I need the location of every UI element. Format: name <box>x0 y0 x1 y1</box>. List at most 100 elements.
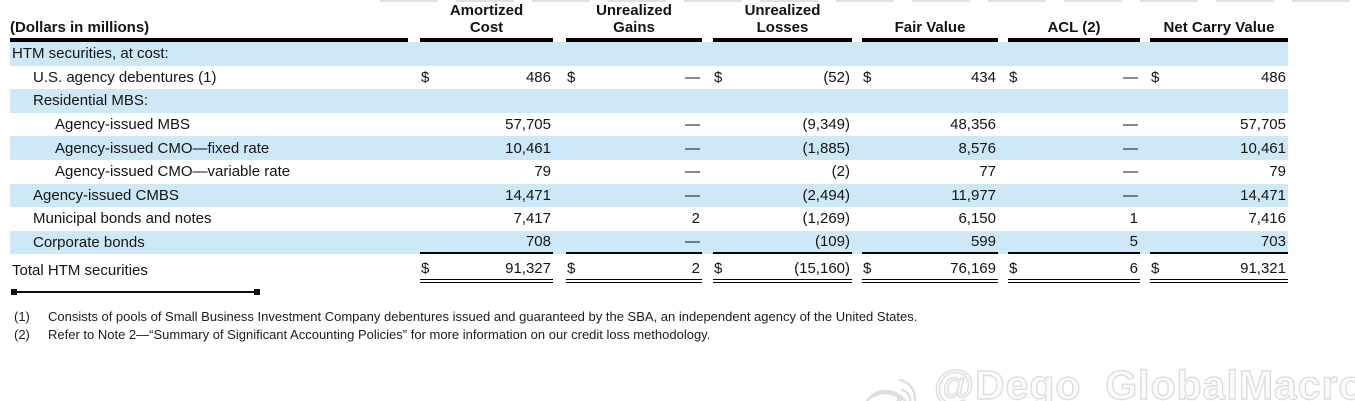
cell-value: 77 <box>979 163 996 181</box>
cell-value: 434 <box>970 68 996 86</box>
table-header-row: (Dollars in millions) Amortized Cost Unr… <box>10 2 1288 42</box>
cell-value: (1,885) <box>802 139 850 157</box>
cell-value: 6,150 <box>958 210 996 228</box>
cell: 48,356 <box>862 113 998 137</box>
cell-value: 10,461 <box>505 139 551 157</box>
cell <box>1008 89 1140 113</box>
cell: $486 <box>1150 66 1288 90</box>
cell: 11,977 <box>862 184 998 208</box>
table-row: Agency-issued CMBS 14,471 — (2,494) 11,977 — 1… <box>10 183 1288 208</box>
cell: 10,461 <box>420 136 553 160</box>
table-row: Municipal bonds and notes 7,417 2 (1,269) 6,… <box>10 207 1288 231</box>
header-line: ACL (2) <box>1047 19 1101 36</box>
table-row: Residential MBS: <box>10 89 1288 113</box>
cell-value: 14,471 <box>1240 186 1286 204</box>
cell-value: 57,705 <box>1240 116 1286 134</box>
cell: (2,494) <box>713 184 852 208</box>
cropped-top-line <box>380 0 1350 2</box>
cell: 7,417 <box>420 207 553 231</box>
cell: 14,471 <box>420 184 553 208</box>
header-line: Losses <box>756 19 809 36</box>
cell-value: — <box>685 139 700 157</box>
cell <box>713 89 852 113</box>
cell: — <box>566 184 702 208</box>
cell: — <box>1008 136 1140 160</box>
cell: — <box>566 136 702 160</box>
total-row: Total HTM securities $ 91,327 $ 2 $ (15,… <box>10 255 1288 285</box>
cell: 703 <box>1150 231 1288 255</box>
column-header-fair-value: Fair Value <box>862 2 998 42</box>
watermark: @Dego_GlobalMacroFin <box>856 361 1355 401</box>
cell-value: 57,705 <box>505 116 551 134</box>
cell: 57,705 <box>1150 113 1288 137</box>
table-row: U.S. agency debentures (1) $486 $ — $ (52) $43… <box>10 66 1288 90</box>
cell-value: (109) <box>814 233 850 251</box>
cell-value: — <box>685 163 700 181</box>
cell-value: 11,977 <box>951 186 996 204</box>
row-label: U.S. agency debentures (1) <box>33 68 217 86</box>
total-cell-acl: $ 6 <box>1008 257 1140 284</box>
cell-value: 7,417 <box>513 210 551 228</box>
cell: $ — <box>1008 66 1140 90</box>
cell: (1,885) <box>713 136 852 160</box>
cell-value: (9,349) <box>802 116 850 134</box>
cell-value: — <box>685 116 700 134</box>
header-line: Gains <box>613 19 655 36</box>
footnotes: (1) Consists of pools of Small Business … <box>14 308 917 343</box>
cell: $ (52) <box>713 66 852 90</box>
cell-value: 79 <box>534 163 551 181</box>
header-line: Cost <box>469 19 504 36</box>
column-header-unit-label: (Dollars in millions) <box>10 2 408 42</box>
cell: — <box>1008 113 1140 137</box>
cell-value: (2) <box>831 163 850 181</box>
dollar-sign: $ <box>1009 259 1018 277</box>
cell-value: 91,327 <box>505 259 551 277</box>
column-header-acl: ACL (2) <box>1008 2 1140 42</box>
cell-value: 14,471 <box>505 186 551 204</box>
cell <box>862 89 998 113</box>
cell <box>566 89 702 113</box>
cell-value: — <box>685 186 700 204</box>
cell-value: 486 <box>1260 68 1286 86</box>
column-header-unrealized-losses: Unrealized Losses <box>713 2 852 42</box>
total-cell-unrealized-losses: $ (15,160) <box>713 257 852 284</box>
cell-value: 91,321 <box>1240 259 1286 277</box>
dollar-sign: $ <box>714 68 723 86</box>
row-label: Residential MBS: <box>33 92 149 110</box>
cell: — <box>566 160 702 184</box>
cell-value: (1,269) <box>802 210 850 228</box>
cell-value: 79 <box>1269 163 1286 181</box>
dollar-sign: $ <box>863 259 872 277</box>
row-label: Corporate bonds <box>33 234 145 252</box>
cell <box>566 42 702 66</box>
cell-value: (2,494) <box>802 186 850 204</box>
cell: — <box>566 231 702 255</box>
footnote-separator-line <box>11 289 260 295</box>
footnote-text: Consists of pools of Small Business Inve… <box>48 309 918 324</box>
htm-securities-table: (Dollars in millions) Amortized Cost Unr… <box>10 2 1288 285</box>
radar-logo-icon <box>865 378 917 401</box>
cell <box>862 42 998 66</box>
cell: 79 <box>1150 160 1288 184</box>
table-row: Agency-issued CMO—variable rate 79 — (2) 77 —… <box>10 160 1288 184</box>
table-row: Corporate bonds 708 — (109) 599 5 703 <box>10 230 1288 255</box>
cell-value: — <box>685 68 700 86</box>
dollar-sign: $ <box>567 68 576 86</box>
cell: — <box>566 113 702 137</box>
unit-label: (Dollars in millions) <box>10 19 150 36</box>
row-label: HTM securities, at cost: <box>12 45 169 63</box>
row-label: Agency-issued MBS <box>55 116 191 134</box>
cell-value: 708 <box>525 233 551 251</box>
cell: 6,150 <box>862 207 998 231</box>
column-header-amortized-cost: Amortized Cost <box>420 2 553 42</box>
cell: $ — <box>566 66 702 90</box>
cell: 708 <box>420 231 553 255</box>
cell-value: — <box>1123 68 1138 86</box>
cell <box>420 89 553 113</box>
cell: 2 <box>566 207 702 231</box>
dollar-sign: $ <box>714 259 723 277</box>
cell-value: 599 <box>970 233 996 251</box>
dollar-sign: $ <box>863 68 872 86</box>
cell: 79 <box>420 160 553 184</box>
